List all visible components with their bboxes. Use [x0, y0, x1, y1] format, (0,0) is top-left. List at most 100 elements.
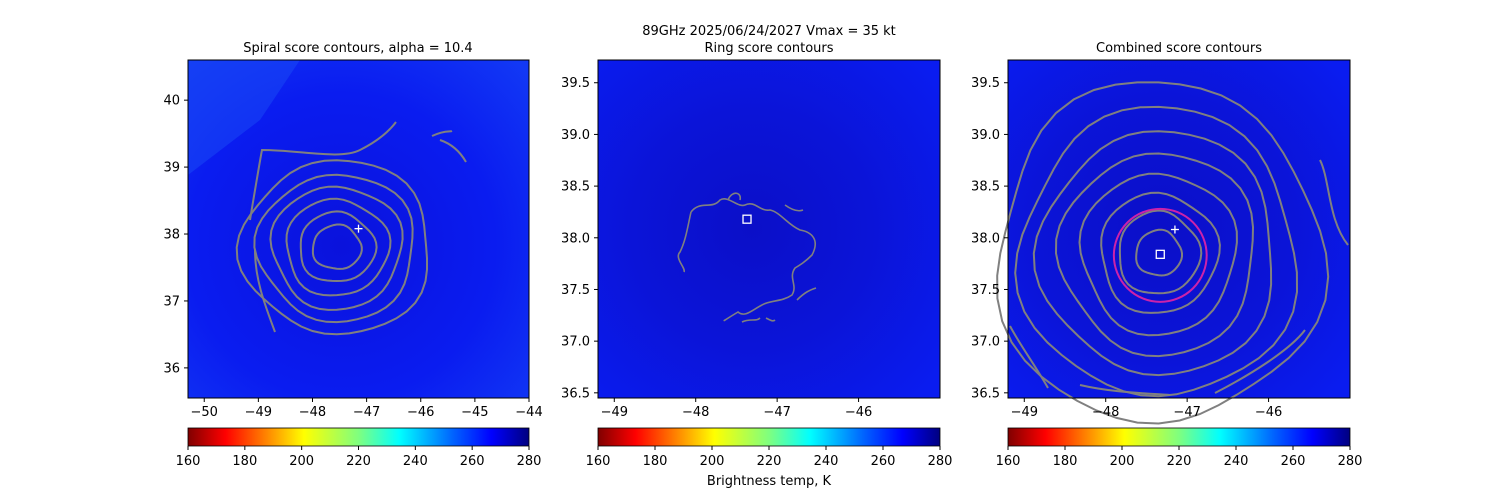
colorbar-tick-label: 180 [1053, 454, 1078, 469]
colorbar-label: Brightness temp, K [707, 474, 832, 489]
colorbar-tick-label: 200 [289, 454, 314, 469]
x-ticks-ring: −49 −48 −47 −46 [601, 398, 872, 420]
x-tick-label: −45 [461, 405, 488, 420]
colorbar-tick-label: 160 [996, 454, 1021, 469]
axes-frame-combined [1007, 59, 1351, 399]
contour-spiral-arm-top [249, 121, 397, 221]
colorbar-tick-label: 160 [586, 454, 611, 469]
center-square-marker [742, 214, 752, 224]
y-tick-label: 38 [163, 228, 180, 243]
contour-line [285, 197, 392, 297]
contour-line [253, 173, 414, 324]
contours-spiral [235, 159, 428, 336]
panel-spiral: −50 −49 −48 −47 −46 −45 −44 36 37 38 39 40 [163, 59, 543, 420]
colorbar-ticks-ring: 160 180 200 220 240 260 280 [586, 446, 953, 469]
colorbar-tick-label: 220 [757, 454, 782, 469]
contour-combined-right [1319, 159, 1349, 246]
colorbar-tick-label: 180 [643, 454, 668, 469]
x-tick-label: −49 [601, 405, 628, 420]
heatmap-light-corner [188, 60, 300, 175]
y-ticks-combined: 36.5 37.0 37.5 38.0 38.5 39.0 39.5 [971, 76, 1008, 401]
colorbar-tick-label: 280 [928, 454, 953, 469]
x-tick-label: −46 [1255, 405, 1282, 420]
colorbar-ticks-combined: 160 180 200 220 240 260 280 [996, 446, 1363, 469]
contour-line [1118, 209, 1203, 295]
colorbar-ring: 160 180 200 220 240 260 280 Brightness temp, K [586, 427, 953, 489]
contour-line [996, 81, 1330, 425]
colorbar-tick-label: 240 [1224, 454, 1249, 469]
contour-spiral-arm-right [431, 130, 467, 163]
colorbar-tick-label: 160 [176, 454, 201, 469]
y-ticks-ring: 36.5 37.0 37.5 38.0 38.5 39.0 39.5 [561, 76, 598, 401]
x-tick-label: −49 [245, 405, 272, 420]
x-tick-label: −46 [845, 405, 872, 420]
ring-contour-fragment-2 [784, 204, 804, 212]
contour-combined-corner-bottom [1079, 329, 1306, 396]
colorbar-tick-label: 240 [403, 454, 428, 469]
ring-contour [677, 198, 816, 322]
y-tick-label: 37.0 [561, 335, 590, 350]
contour-line [1078, 172, 1238, 337]
center-square-marker [1155, 249, 1165, 259]
colorbar-tick-label: 240 [814, 454, 839, 469]
x-tick-label: −50 [191, 405, 218, 420]
contour-line [235, 159, 428, 336]
x-tick-label: −48 [1092, 405, 1119, 420]
axes-frame-spiral [187, 59, 530, 399]
x-tick-label: −49 [1011, 405, 1038, 420]
x-ticks-spiral: −50 −49 −48 −47 −46 −45 −44 [191, 398, 543, 420]
y-tick-label: 38.0 [971, 231, 1000, 246]
colorbar-tick-label: 220 [346, 454, 371, 469]
colorbar-tick-label: 280 [1338, 454, 1363, 469]
y-tick-label: 39.0 [561, 128, 590, 143]
colorbar-spiral: 160 180 200 220 240 260 280 [176, 427, 542, 469]
contour-line [299, 210, 378, 283]
panel-title-combined: Combined score contours [1096, 41, 1262, 56]
panel-ring: −49 −48 −47 −46 36.5 37.0 37.5 38.0 38.5 39.0 39.… [561, 59, 941, 420]
colorbar-tick-label: 260 [1281, 454, 1306, 469]
panel-title-ring: Ring score contours [704, 41, 833, 56]
y-tick-label: 39 [163, 161, 180, 176]
y-tick-label: 37.0 [971, 335, 1000, 350]
colorbar-ticks-spiral: 160 180 200 220 240 260 280 [176, 446, 542, 469]
contour-line [1054, 152, 1255, 358]
y-tick-label: 39.0 [971, 128, 1000, 143]
colorbar-gradient-ring [597, 427, 941, 447]
y-tick-label: 38.0 [561, 231, 590, 246]
colorbar-tick-label: 220 [1167, 454, 1192, 469]
ring-contour-fragment-1 [727, 192, 742, 201]
markers-spiral [354, 224, 363, 233]
x-tick-label: −47 [353, 405, 380, 420]
panel-combined: −49 −48 −47 −46 36.5 37.0 37.5 38.0 38.5 39.0 39.… [971, 59, 1351, 425]
x-tick-label: −44 [515, 405, 542, 420]
colorbar-tick-label: 200 [1110, 454, 1135, 469]
contour-line [1014, 105, 1299, 398]
colorbar-gradient-combined [1007, 427, 1351, 447]
y-ticks-spiral: 36 37 38 39 40 [163, 94, 188, 376]
center-plus-marker [1170, 225, 1179, 234]
y-tick-label: 36.5 [971, 386, 1000, 401]
axes-frame-ring [597, 59, 941, 399]
x-ticks-combined: −49 −48 −47 −46 [1011, 398, 1282, 420]
colorbar-gradient-spiral [187, 427, 530, 447]
y-tick-label: 39.5 [561, 76, 590, 91]
ring-contour-fragment-3 [796, 287, 817, 301]
y-tick-label: 36 [163, 361, 180, 376]
x-tick-label: −47 [1173, 405, 1200, 420]
x-tick-label: −48 [299, 405, 326, 420]
contour-line [269, 185, 404, 311]
markers-ring [742, 214, 752, 224]
colorbar-tick-label: 280 [517, 454, 542, 469]
y-tick-label: 37.5 [561, 283, 590, 298]
y-tick-label: 40 [163, 94, 180, 109]
x-tick-label: −48 [682, 405, 709, 420]
y-tick-label: 39.5 [971, 76, 1000, 91]
contours-combined [996, 81, 1330, 425]
colorbar-combined: 160 180 200 220 240 260 280 [996, 427, 1363, 469]
y-tick-label: 38.5 [561, 180, 590, 195]
contour-line [1100, 191, 1221, 314]
center-plus-marker [354, 224, 363, 233]
y-tick-label: 38.5 [971, 180, 1000, 195]
y-tick-label: 36.5 [561, 386, 590, 401]
